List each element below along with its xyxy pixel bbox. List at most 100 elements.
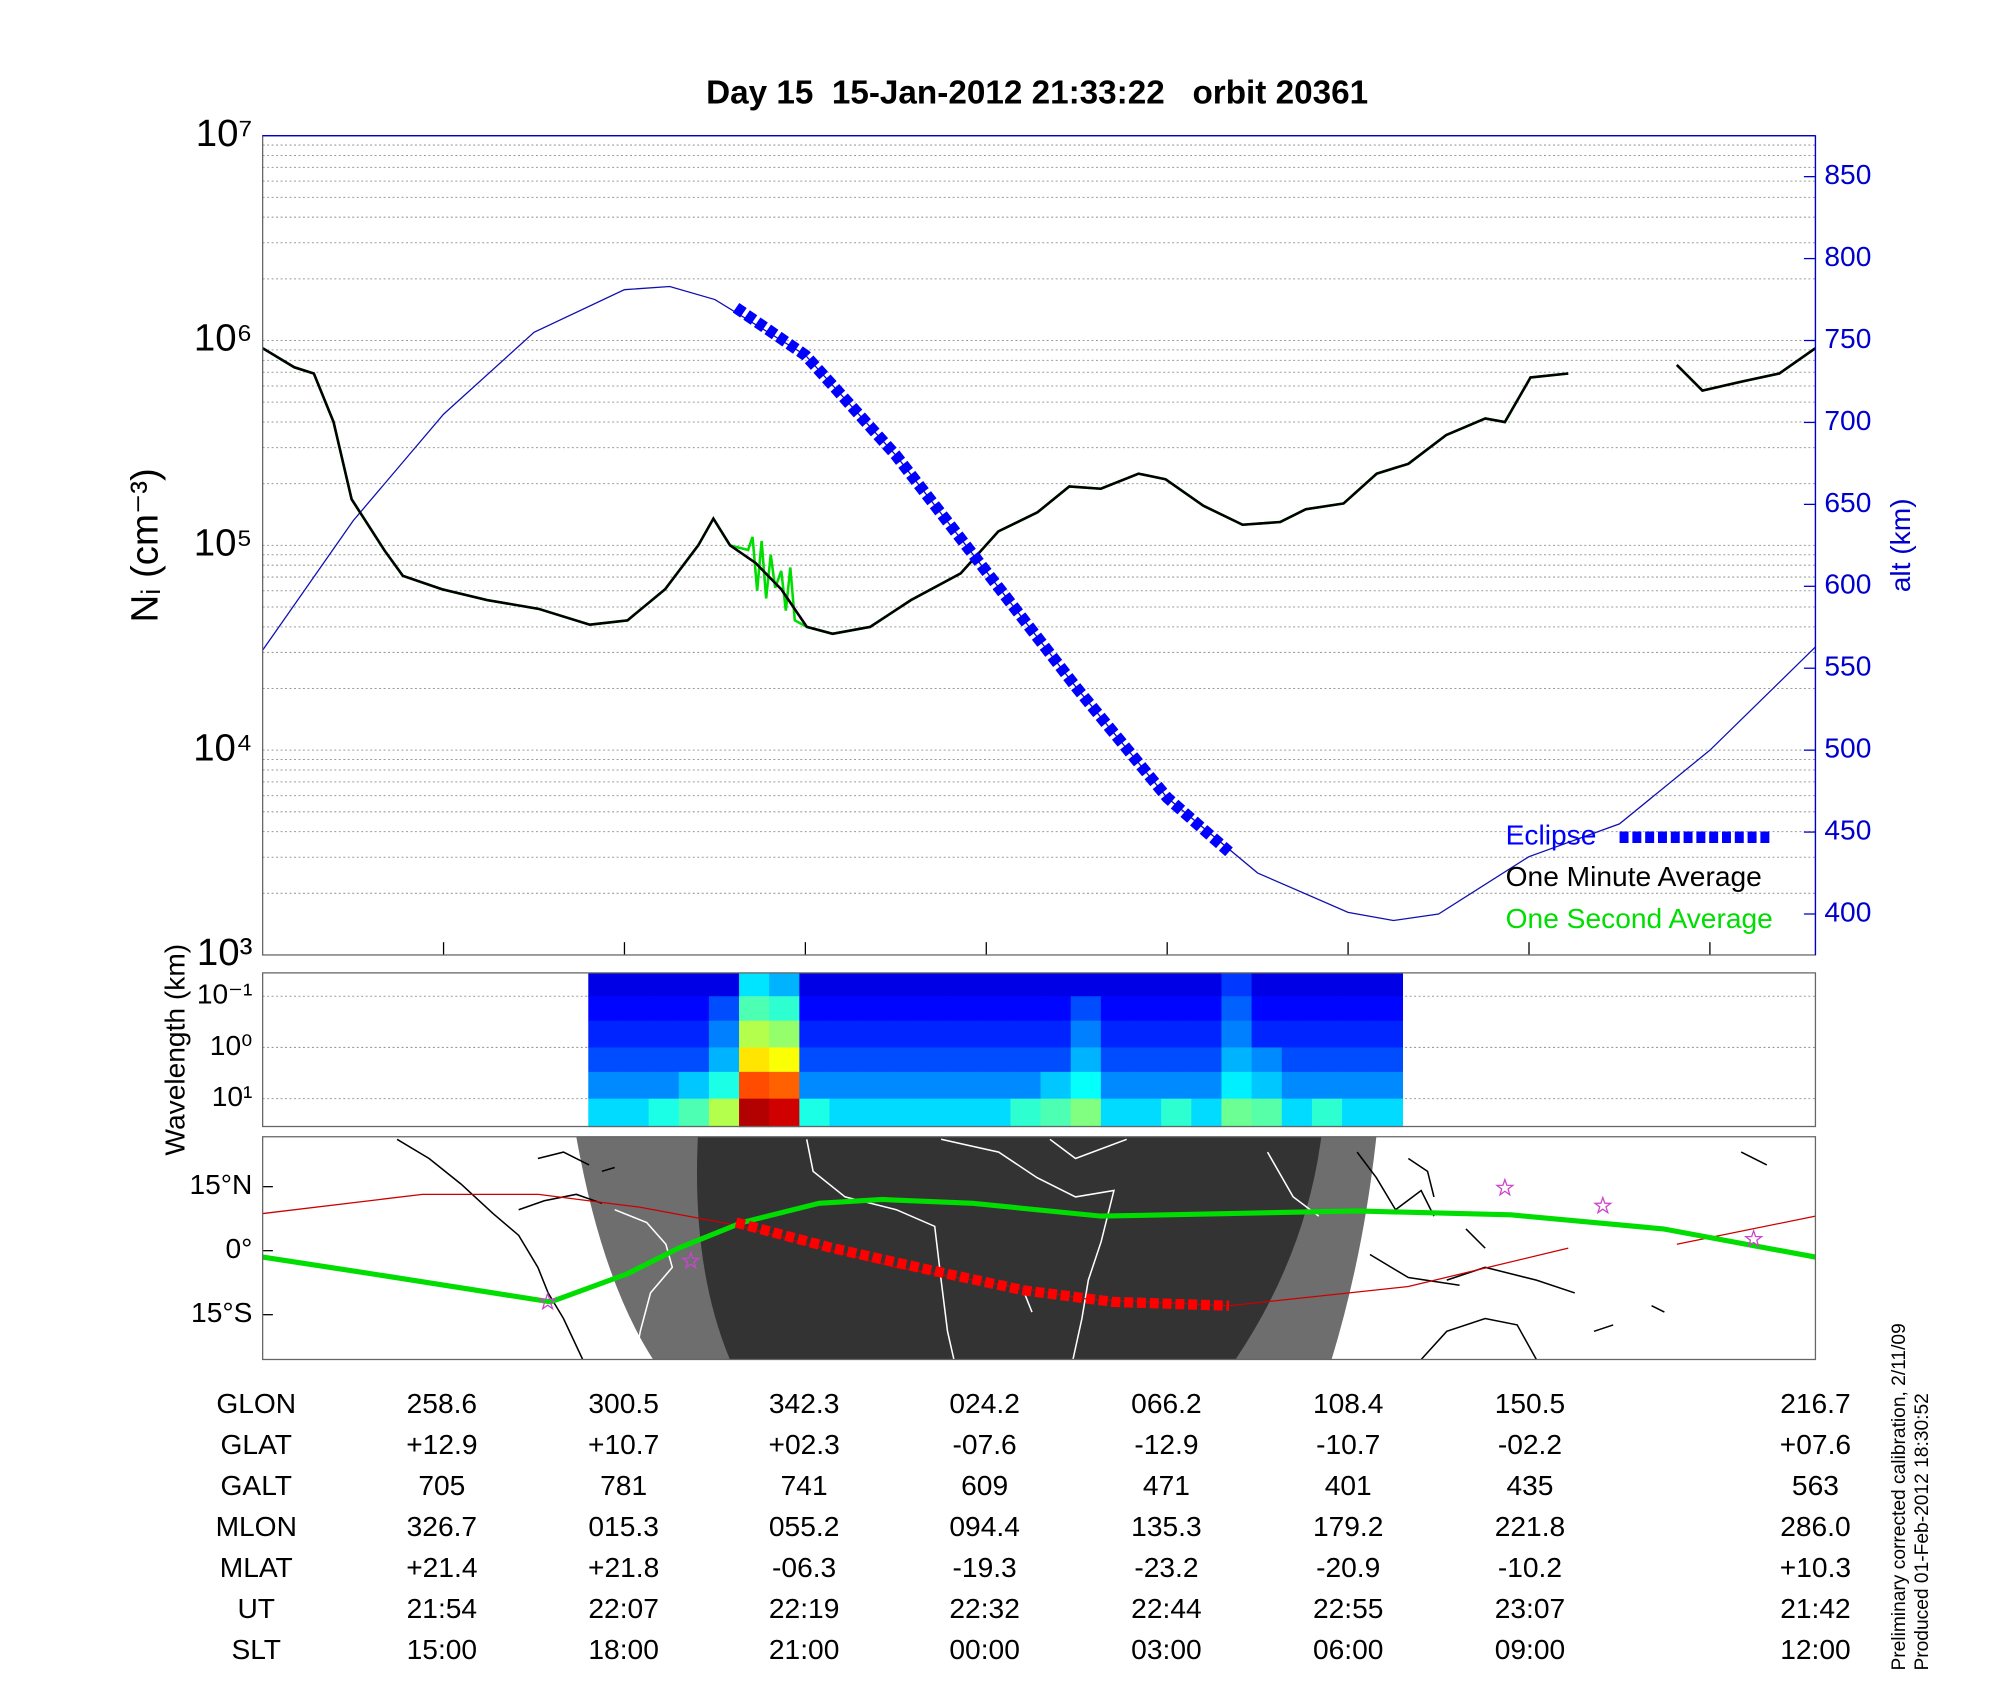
table-cell: 22:19: [769, 1593, 839, 1624]
table-cell: 326.7: [407, 1511, 477, 1542]
heatmap-cell: [1010, 1047, 1042, 1073]
heatmap-cell: [1191, 1047, 1223, 1073]
table-cell: -23.2: [1134, 1552, 1198, 1583]
heatmap-cell: [648, 996, 680, 1022]
heatmap-cell: [769, 1071, 800, 1100]
legend-label: One Minute Average: [1506, 861, 1762, 892]
heatmap-cell: [1311, 1047, 1343, 1073]
heatmap-cell: [799, 996, 831, 1022]
heatmap-cell: [1221, 1047, 1253, 1073]
heatmap-cell: [1251, 1047, 1283, 1073]
heatmap-cell: [1131, 1098, 1162, 1128]
coastlines-night: [614, 1138, 1320, 1360]
table-cell: 221.8: [1495, 1511, 1565, 1542]
table-cell: 22:32: [949, 1593, 1019, 1624]
table-cell: 258.6: [407, 1388, 477, 1419]
table-row-label: MLON: [216, 1511, 297, 1542]
heatmap-cell: [799, 1071, 831, 1100]
heatmap-cell: [1311, 972, 1343, 997]
y-tick-label: 10³: [197, 931, 253, 974]
table-cell: +10.3: [1780, 1552, 1851, 1583]
y-axis-label: Wavelength (km): [159, 944, 190, 1156]
heatmap-cell: [739, 1047, 770, 1073]
heatmap-cell: [588, 996, 620, 1022]
table-cell: 21:54: [407, 1593, 477, 1624]
heatmap-cell: [1070, 972, 1102, 997]
heatmap-cell: [950, 1071, 981, 1100]
footnote: Preliminary corrected calibration, 2/11/…: [1889, 1323, 1910, 1670]
heatmap-cell: [859, 996, 891, 1022]
heatmap-cell: [889, 1071, 921, 1100]
heatmap-cell: [1221, 1071, 1253, 1100]
heatmap-cell: [1281, 1071, 1313, 1100]
heatmap-cell: [1161, 996, 1192, 1022]
heatmap-cell: [980, 972, 1012, 997]
table-row-label: UT: [237, 1593, 275, 1624]
table-cell: 055.2: [769, 1511, 839, 1542]
heatmap-cell: [648, 1098, 680, 1128]
coastline: [1420, 1317, 1538, 1360]
heatmap-cell: [678, 1047, 710, 1073]
heatmap-cell: [618, 1071, 650, 1100]
table-cell: 024.2: [949, 1388, 1019, 1419]
heatmap-cell: [859, 972, 891, 997]
heatmap-cell: [1131, 996, 1162, 1022]
heatmap-cell: [739, 1098, 770, 1128]
heatmap-cell: [950, 1020, 981, 1049]
coastline: [1407, 1151, 1768, 1333]
star-marker: [1495, 1177, 1515, 1197]
coastline: [805, 1139, 955, 1360]
heatmap-cell: [1251, 972, 1283, 997]
heatmap-cell: [1342, 1020, 1373, 1049]
table-cell: 471: [1143, 1470, 1190, 1501]
heatmap-cell: [1221, 1098, 1253, 1128]
heatmap-cell: [889, 1020, 921, 1049]
heatmap-cell: [859, 1071, 891, 1100]
heatmap-cell: [618, 996, 650, 1022]
table-cell: -07.6: [953, 1429, 1017, 1460]
heatmap-cell: [950, 972, 981, 997]
heatmap-cell: [799, 1020, 831, 1049]
heatmap-cell: [859, 1020, 891, 1049]
plot-frame: [262, 1136, 1817, 1361]
heatmap-cell: [980, 1047, 1012, 1073]
track-line: [734, 1217, 1230, 1311]
coastline: [940, 1138, 1115, 1360]
table-cell: 300.5: [588, 1388, 658, 1419]
heatmap-cell: [1191, 972, 1223, 997]
legend-label: Eclipse: [1506, 820, 1597, 851]
heatmap-cell: [739, 996, 770, 1022]
heatmap-cell: [588, 1071, 620, 1100]
heatmap-cell: [1342, 996, 1373, 1022]
y-tick-label: 10⁻¹: [197, 979, 253, 1010]
heatmap-cell: [1040, 972, 1072, 997]
plot-frame: [262, 972, 1817, 1128]
heatmap-cell: [678, 1020, 710, 1049]
table-cell: +12.9: [406, 1429, 477, 1460]
heatmap-cell: [1010, 996, 1042, 1022]
heatmap-cell: [678, 996, 710, 1022]
heatmap-cell: [829, 996, 861, 1022]
table-cell: 135.3: [1131, 1511, 1201, 1542]
heatmap-cell: [919, 1071, 951, 1100]
night-shade: [696, 1136, 1322, 1360]
heatmap-cell: [1251, 1020, 1283, 1049]
heatmap-cell: [1100, 1020, 1132, 1049]
heatmap-cell: [1100, 996, 1132, 1022]
heatmap-cell: [1372, 996, 1404, 1022]
coastline: [537, 1151, 615, 1173]
y2-tick-label: 750: [1824, 323, 1871, 354]
heatmap-cell: [1372, 1098, 1404, 1128]
heatmap-cell: [1010, 1071, 1042, 1100]
table-cell: 401: [1325, 1470, 1372, 1501]
heatmap-cell: [1040, 1047, 1072, 1073]
heatmap-cell: [1221, 1020, 1253, 1049]
heatmap-cell: [1281, 1020, 1313, 1049]
heatmap-cell: [919, 1020, 951, 1049]
heatmap-cell: [1251, 996, 1283, 1022]
table-cell: 18:00: [588, 1634, 658, 1665]
coastline: [1369, 1253, 1576, 1294]
heatmap-cell: [919, 996, 951, 1022]
table-cell: 12:00: [1780, 1634, 1850, 1665]
